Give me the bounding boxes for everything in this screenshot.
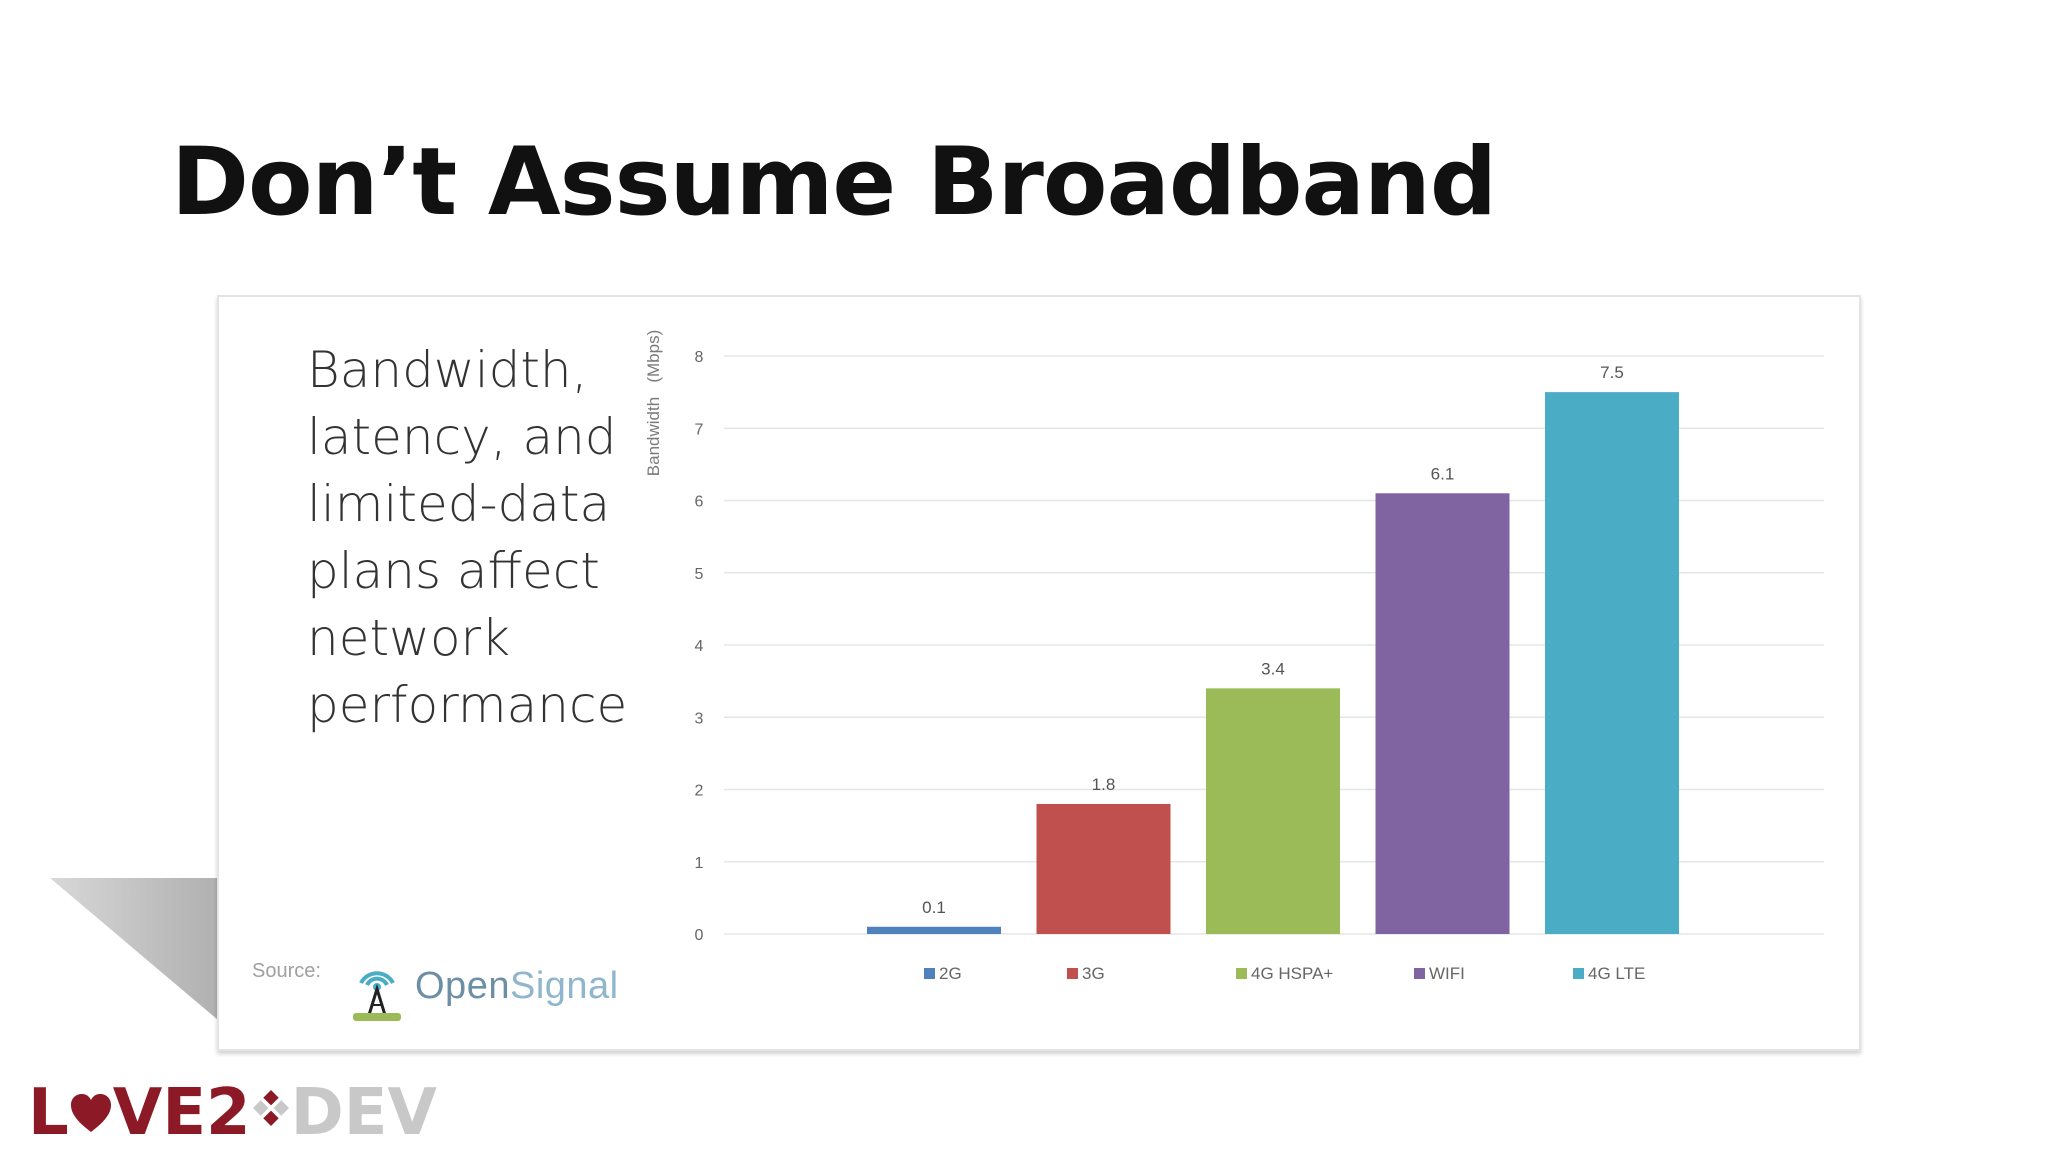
caption-line: Bandwidth, [307, 341, 588, 399]
bar [1206, 688, 1340, 934]
legend-swatch [1573, 968, 1584, 979]
data-label: 0.1 [922, 898, 946, 917]
source-name: OpenSignal [415, 965, 619, 1008]
legend-swatch [1236, 968, 1247, 979]
data-label: 7.5 [1600, 363, 1624, 382]
y-tick-label: 8 [695, 349, 704, 366]
y-tick-label: 7 [695, 421, 704, 438]
y-tick-label: 5 [695, 566, 704, 583]
caption-line: latency, and [307, 408, 617, 466]
bar-chart: 0 1 2 3 4 5 6 7 8 Bandwidth (Mbps) 0.1 1.8 3.4 6.1 7.5… [644, 330, 1824, 983]
data-label: 1.8 [1092, 775, 1116, 794]
bar [1036, 803, 1171, 934]
legend-swatch [924, 968, 935, 979]
y-tick-label: 6 [695, 494, 704, 511]
legend-label: 3G [1082, 964, 1105, 983]
y-tick-label: 1 [695, 855, 704, 872]
logo-letters-dev: DEV [290, 1076, 437, 1150]
panel-shadow [50, 878, 218, 1020]
legend-label: 4G HSPA+ [1251, 964, 1333, 983]
legend-label: 2G [939, 964, 962, 983]
y-tick-label: 4 [695, 638, 704, 655]
caption-line: network [307, 609, 511, 667]
caption-line: performance [307, 676, 628, 734]
caption-line: plans affect [307, 542, 600, 600]
chart-panel: Bandwidth, latency, and limited-data pla… [217, 295, 1861, 1051]
source-name-signal: Signal [509, 965, 619, 1007]
legend-label: 4G LTE [1588, 964, 1645, 983]
panel-caption: Bandwidth, latency, and limited-data pla… [307, 337, 637, 739]
bar [867, 926, 1001, 934]
slide-title: Don’t Assume Broadband [171, 128, 1497, 237]
data-label: 6.1 [1431, 464, 1455, 483]
love2dev-logo: L VE2 DEV [28, 1078, 437, 1148]
y-tick-label: 0 [695, 927, 704, 944]
y-axis-label: Bandwidth (Mbps) [644, 330, 663, 476]
legend-swatch [1414, 968, 1425, 979]
source-label: Source: [252, 960, 321, 982]
y-tick-label: 2 [695, 783, 704, 800]
logo-letter-l: L [28, 1076, 69, 1150]
caption-line: limited-data [307, 475, 611, 533]
tower-icon [353, 971, 401, 1021]
bar [1545, 392, 1679, 934]
bar [1375, 493, 1510, 934]
y-tick-label: 3 [695, 710, 704, 727]
diamond-icon [252, 1090, 289, 1126]
data-label: 3.4 [1261, 659, 1285, 678]
source-name-open: Open [415, 965, 510, 1007]
heart-icon [70, 1094, 111, 1132]
legend-label: WIFI [1429, 964, 1465, 983]
logo-letters-ve2: VE2 [112, 1076, 251, 1150]
legend-swatch [1067, 968, 1078, 979]
